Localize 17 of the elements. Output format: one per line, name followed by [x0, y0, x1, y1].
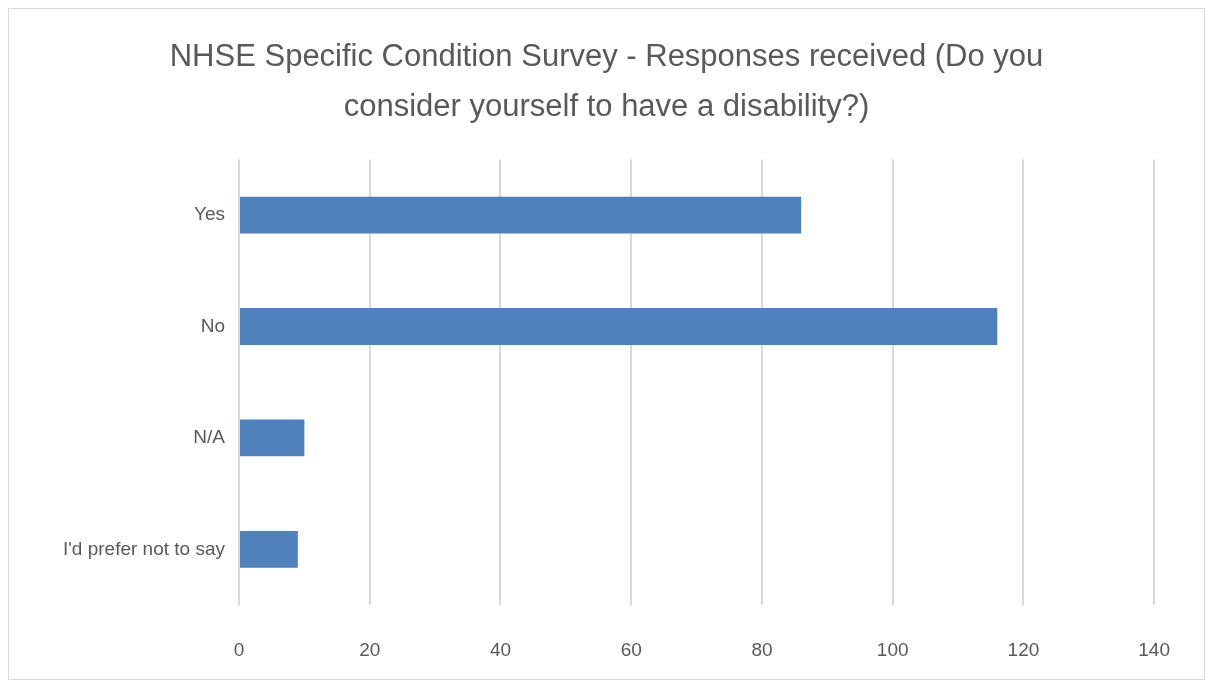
- y-tick-label: N/A: [193, 426, 226, 448]
- x-tick-label: 40: [489, 638, 512, 660]
- x-tick-label: 120: [1007, 638, 1040, 660]
- bar: [240, 419, 305, 457]
- y-tick-label: Yes: [194, 203, 225, 225]
- bar: [240, 196, 802, 234]
- chart-title: NHSE Specific Condition Survey - Responses received (Do you consider yourself to have a disability?): [168, 37, 1045, 125]
- y-tick-label: I'd prefer not to say: [62, 537, 226, 559]
- x-tick-label: 60: [620, 638, 642, 660]
- x-tick-label: 80: [751, 638, 773, 660]
- x-tick-label: 100: [876, 638, 909, 660]
- x-tick-label: 140: [1138, 638, 1170, 660]
- x-tick-label: 20: [359, 638, 381, 660]
- y-tick-label: No: [200, 314, 225, 336]
- bar: [240, 530, 298, 568]
- bar: [240, 308, 998, 345]
- x-tick-label: 0: [233, 638, 245, 660]
